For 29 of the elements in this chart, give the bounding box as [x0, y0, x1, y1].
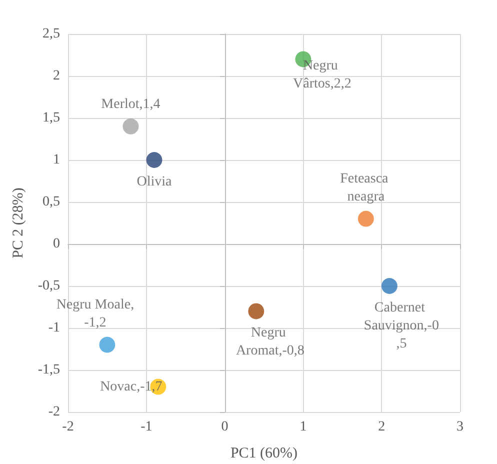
- x-tick-label: -1: [140, 420, 152, 434]
- y-tick-label: -1: [48, 320, 60, 336]
- y-tick-label: 0: [53, 236, 60, 252]
- y-axis-title: PC 2 (28%): [10, 188, 26, 258]
- point: [248, 303, 264, 320]
- point: [146, 152, 162, 168]
- y-tick-label: -1,5: [38, 362, 60, 378]
- point: [122, 118, 139, 134]
- y-tick-label: 1: [53, 152, 60, 168]
- x-tick-label: 0: [221, 420, 228, 434]
- data-label: Cabernet Sauvignon,-0,5: [364, 300, 439, 352]
- data-label: Negru Aromat,-0,8: [236, 326, 304, 359]
- y-tick-label: 0,5: [42, 194, 60, 210]
- data-label: Merlot,1,4: [101, 96, 160, 112]
- point: [381, 278, 398, 294]
- x-tick-label: 3: [456, 420, 464, 434]
- y-tick-label: 1,5: [42, 110, 60, 126]
- data-label: Olivia: [136, 174, 173, 190]
- y-tick-label: 2,5: [42, 26, 60, 42]
- x-tick-label: 2: [378, 420, 386, 434]
- y-tick-label: 2: [53, 68, 60, 84]
- data-label: Negru Vârtos,2,2: [293, 58, 352, 92]
- y-tick-label: -0,5: [38, 278, 60, 294]
- x-tick-label: 1: [300, 420, 307, 434]
- point: [358, 210, 374, 227]
- x-axis-title: PC1 (60%): [230, 446, 298, 462]
- data-label: Feteasca neagra: [340, 171, 392, 204]
- y-tick-label: -2: [48, 404, 60, 420]
- point: [99, 336, 116, 353]
